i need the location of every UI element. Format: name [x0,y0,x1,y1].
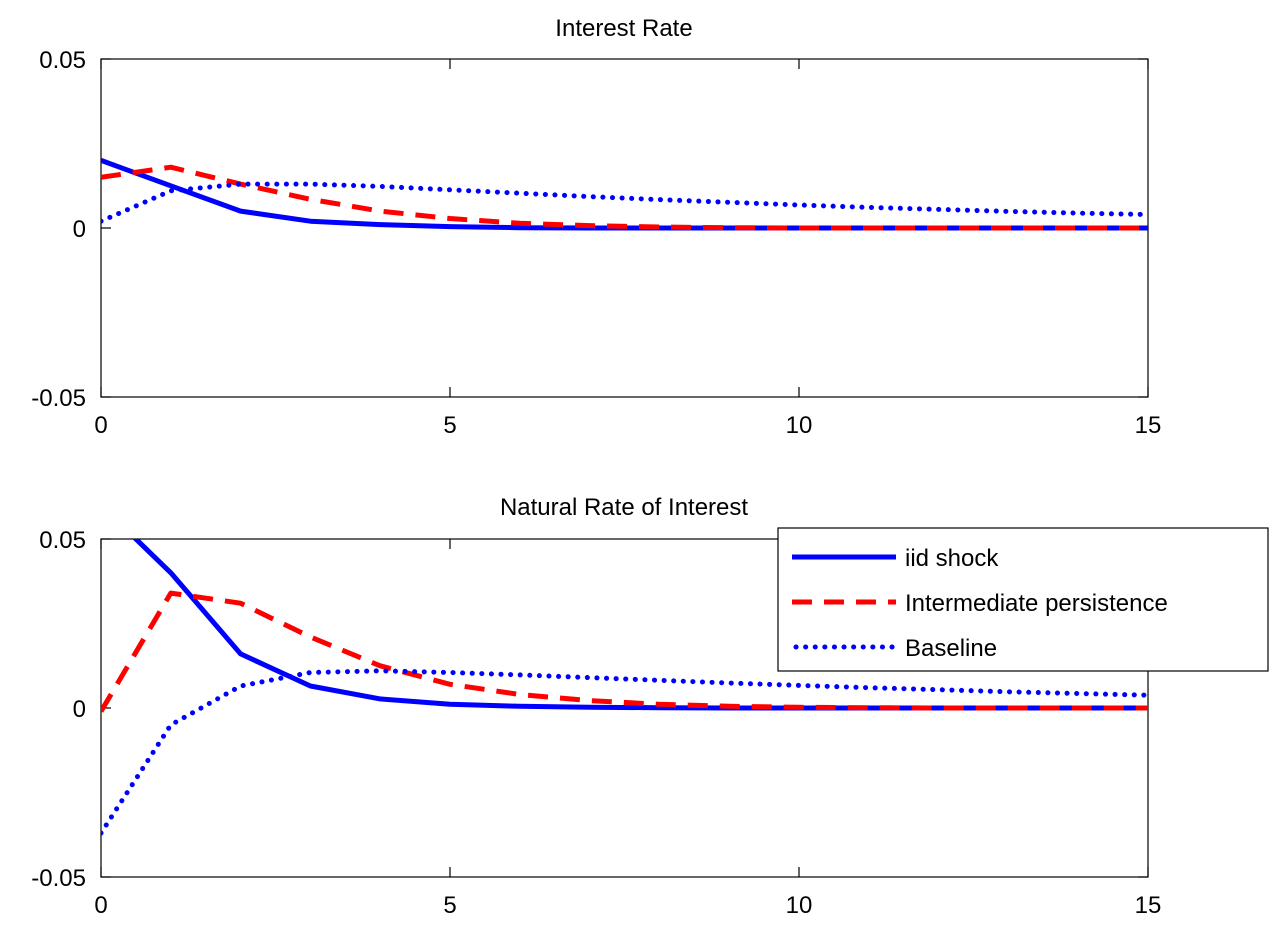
series-line-intermediate-persistence [101,164,1148,231]
x-tick-label: 15 [1135,892,1162,919]
interest-rate-panel: Interest Rate 0 5 10 15 -0.05 0 0.05 [31,15,1161,439]
series-line-intermediate-persistence [101,590,1148,713]
x-tick-label: 5 [443,892,456,919]
y-tick-label: 0.05 [39,527,86,554]
series-line-baseline [101,181,1148,224]
y-tick-label: 0 [73,696,86,723]
natural-rate-title: Natural Rate of Interest [500,494,748,521]
interest-rate-title: Interest Rate [555,15,692,42]
legend-baseline-label: Baseline [905,635,997,662]
series-line-baseline [101,668,1148,836]
x-tick-label: 0 [94,892,107,919]
natural-rate-x-axis: 0 5 10 15 [94,892,1161,919]
legend: iid shock Intermediate persistence Basel… [777,527,1269,672]
natural-rate-series [101,539,1148,836]
series-line-iid-shock [132,539,1148,711]
interest-rate-x-axis: 0 5 10 15 [94,412,1161,439]
y-tick-label: -0.05 [31,865,86,892]
natural-rate-panel: Natural Rate of Interest 0 5 10 15 -0.05… [31,494,1269,919]
x-tick-label: 5 [443,412,456,439]
x-tick-label: 10 [786,892,813,919]
x-tick-label: 10 [786,412,813,439]
x-tick-label: 0 [94,412,107,439]
legend-iid-label: iid shock [905,545,999,572]
y-tick-label: -0.05 [31,385,86,412]
interest-rate-series [101,158,1148,231]
y-tick-label: 0 [73,216,86,243]
interest-rate-y-axis: -0.05 0 0.05 [31,47,86,412]
y-tick-label: 0.05 [39,47,86,74]
x-tick-label: 15 [1135,412,1162,439]
legend-intermediate-label: Intermediate persistence [905,590,1168,617]
series-line-iid-shock [101,158,1148,231]
natural-rate-y-axis: -0.05 0 0.05 [31,527,86,892]
